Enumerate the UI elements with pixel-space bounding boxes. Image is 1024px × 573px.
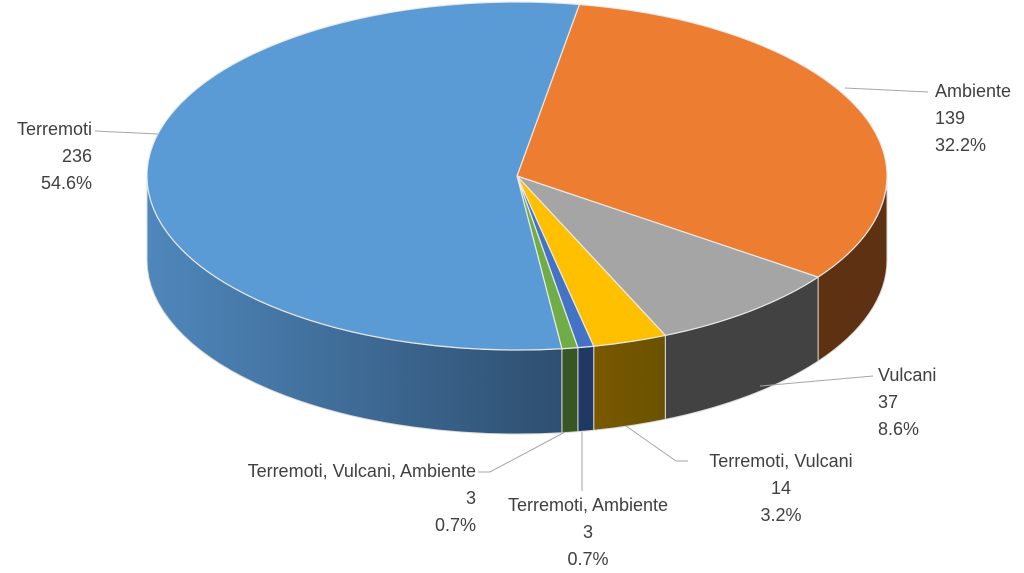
pie-side-terremoti-ambiente <box>577 345 595 433</box>
label-category: Vulcani <box>878 365 937 385</box>
label-value: 139 <box>935 108 966 128</box>
leader-lines <box>94 87 929 491</box>
label-value: 37 <box>878 392 899 412</box>
data-label-terremoti-vulcani: Terremoti, Vulcani 14 3.2% <box>692 448 870 529</box>
label-category: Ambiente <box>935 81 1012 101</box>
leader-line-terremoti-vulcani <box>625 425 688 462</box>
label-category: Terremoti, Vulcani <box>709 451 853 471</box>
leader-line-vulcani <box>759 375 874 387</box>
leader-line-terremoti <box>94 130 159 135</box>
leader-line-terremoti-vulcani-ambiente <box>478 431 566 473</box>
data-label-terremoti: Terremoti 236 54.6% <box>0 116 92 197</box>
label-value: 236 <box>61 146 92 166</box>
label-category: Terremoti, Vulcani, Ambiente <box>247 461 476 481</box>
data-label-ambiente: Ambiente 139 32.2% <box>935 78 1011 159</box>
pie-slice-terremoti <box>146 1 580 351</box>
pie-side-terremoti-vulcani-ambiente <box>561 347 579 434</box>
label-percent: 32.2% <box>935 135 987 155</box>
data-label-terremoti-vulcani-ambiente: Terremoti, Vulcani, Ambiente 3 0.7% <box>190 458 476 539</box>
data-label-terremoti-ambiente: Terremoti, Ambiente 3 0.7% <box>488 492 688 573</box>
label-value: 3 <box>465 488 476 508</box>
label-category: Terremoti <box>16 119 92 139</box>
label-percent: 0.7% <box>567 549 609 569</box>
label-value: 3 <box>582 522 593 542</box>
label-category: Terremoti, Ambiente <box>507 495 669 515</box>
label-percent: 3.2% <box>760 505 802 525</box>
pie-slice-ambiente <box>516 3 888 278</box>
pie-side-terremoti-vulcani <box>593 334 666 431</box>
label-percent: 54.6% <box>40 173 92 193</box>
leader-line-ambiente <box>844 87 929 93</box>
label-value: 14 <box>770 478 792 498</box>
data-label-vulcani: Vulcani 37 8.6% <box>878 362 936 443</box>
label-percent: 8.6% <box>878 419 920 439</box>
pie-slice-vulcani <box>516 175 819 337</box>
label-percent: 0.7% <box>434 515 476 535</box>
pie-top-face <box>146 1 888 351</box>
